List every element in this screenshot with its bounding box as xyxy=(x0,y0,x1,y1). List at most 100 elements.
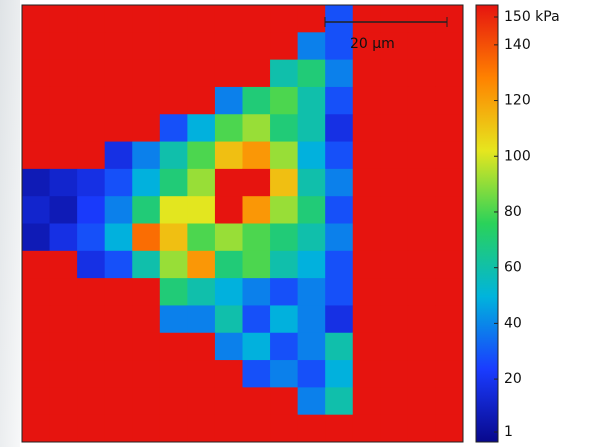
cell xyxy=(159,32,188,61)
cell xyxy=(22,196,51,224)
cell xyxy=(104,250,133,279)
cell xyxy=(242,32,271,61)
cell xyxy=(270,414,299,443)
cell xyxy=(214,360,243,388)
colorbar xyxy=(475,4,499,443)
cell xyxy=(49,305,78,334)
cell xyxy=(159,59,188,88)
cell xyxy=(77,223,106,252)
cell xyxy=(132,278,161,306)
cell xyxy=(297,168,326,197)
cell xyxy=(132,414,161,443)
cell xyxy=(187,223,216,252)
cell xyxy=(159,250,188,279)
cell xyxy=(214,278,243,306)
colorbar-tick-label: 40 xyxy=(504,315,522,331)
cell xyxy=(435,114,464,143)
cell xyxy=(242,114,271,143)
cell xyxy=(49,168,78,197)
cell xyxy=(242,86,271,115)
cell xyxy=(297,141,326,170)
background xyxy=(0,0,20,447)
cell xyxy=(22,168,51,197)
cell xyxy=(407,387,436,416)
cell xyxy=(352,305,381,334)
cell xyxy=(77,414,106,443)
cell xyxy=(214,59,243,88)
cell xyxy=(407,114,436,143)
cell xyxy=(242,223,271,252)
cell xyxy=(22,250,51,279)
cell xyxy=(49,141,78,170)
cell xyxy=(159,305,188,334)
cell xyxy=(104,59,133,88)
cell xyxy=(435,305,464,334)
cell xyxy=(104,5,133,33)
cell xyxy=(22,360,51,388)
cell xyxy=(104,305,133,334)
cell xyxy=(242,414,271,443)
cell xyxy=(270,387,299,416)
cell xyxy=(297,223,326,252)
cell xyxy=(325,5,354,33)
cell xyxy=(325,196,354,224)
cell xyxy=(242,5,271,33)
cell xyxy=(242,305,271,334)
cell xyxy=(49,196,78,224)
cell xyxy=(77,59,106,88)
cell xyxy=(214,114,243,143)
cell xyxy=(159,168,188,197)
cell xyxy=(104,360,133,388)
cell xyxy=(22,332,51,361)
cell xyxy=(435,414,464,443)
cell xyxy=(214,414,243,443)
cell xyxy=(22,32,51,61)
cell xyxy=(435,332,464,361)
scale-bar-label: 20 µm xyxy=(350,36,395,52)
cell xyxy=(104,278,133,306)
cell xyxy=(270,114,299,143)
cell xyxy=(435,59,464,88)
cell xyxy=(49,387,78,416)
cell xyxy=(214,305,243,334)
cell xyxy=(242,59,271,88)
cell xyxy=(22,223,51,252)
cell xyxy=(159,387,188,416)
cell xyxy=(435,141,464,170)
cell xyxy=(104,168,133,197)
cell xyxy=(214,5,243,33)
cell xyxy=(270,196,299,224)
cell xyxy=(132,32,161,61)
cell xyxy=(435,32,464,61)
cell xyxy=(380,305,409,334)
cell xyxy=(380,86,409,115)
cell xyxy=(352,387,381,416)
cell xyxy=(270,86,299,115)
cell xyxy=(22,278,51,306)
cell xyxy=(242,168,271,197)
cell xyxy=(159,332,188,361)
cell xyxy=(270,168,299,197)
cell xyxy=(77,32,106,61)
cell xyxy=(49,32,78,61)
cell xyxy=(297,32,326,61)
cell xyxy=(49,223,78,252)
cell xyxy=(325,414,354,443)
heatmap xyxy=(22,5,464,443)
cell xyxy=(407,250,436,279)
cell xyxy=(159,360,188,388)
cell xyxy=(297,414,326,443)
cell xyxy=(104,32,133,61)
cell xyxy=(352,250,381,279)
cell xyxy=(270,360,299,388)
cell xyxy=(159,414,188,443)
cell xyxy=(242,387,271,416)
cell xyxy=(435,250,464,279)
cell xyxy=(380,168,409,197)
cell xyxy=(77,86,106,115)
colorbar-tick-label: 80 xyxy=(504,204,522,220)
cell xyxy=(49,250,78,279)
cell xyxy=(297,278,326,306)
cell xyxy=(297,196,326,224)
cell xyxy=(132,305,161,334)
